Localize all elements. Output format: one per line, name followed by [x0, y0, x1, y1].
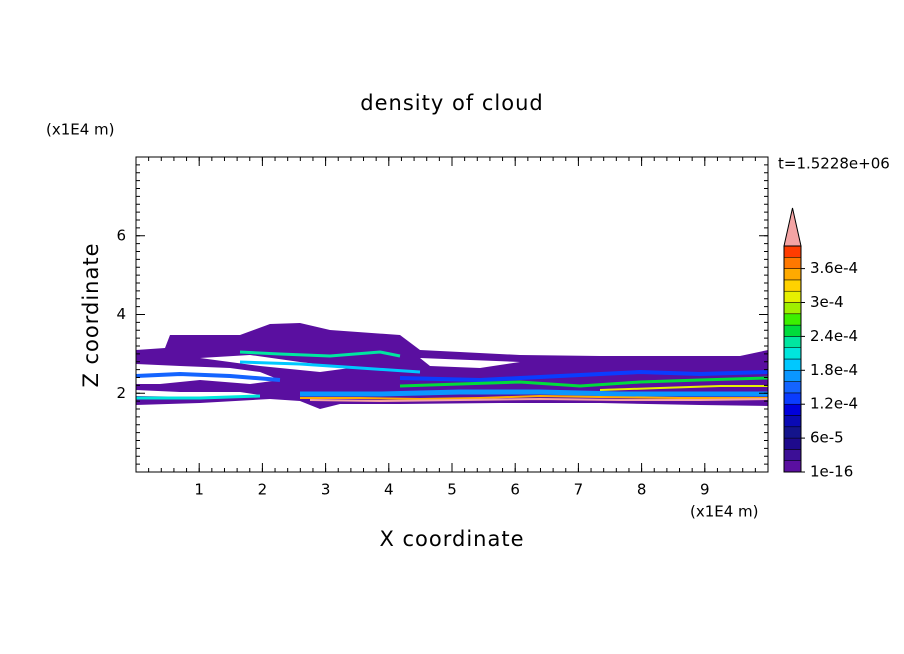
contour-hole — [136, 390, 260, 397]
colorbar-tick-label: 1.8e-4 — [810, 361, 858, 379]
chart-title: density of cloud — [360, 91, 543, 115]
contour-line — [599, 385, 768, 391]
y-axis-label: Z coordinate — [79, 242, 103, 387]
contour-line — [136, 394, 261, 400]
contour-line — [239, 350, 401, 358]
colorbar-tick-label: 2.4e-4 — [810, 327, 858, 345]
colorbar-band — [783, 460, 802, 473]
colorbar-band — [783, 257, 802, 269]
colorbar-band — [783, 426, 802, 439]
x-tick-label: 7 — [574, 481, 584, 499]
contour-line — [399, 369, 769, 383]
x-tick-label: 9 — [700, 481, 710, 499]
colorbar-band — [783, 370, 802, 382]
colorbar-tick-label: 1e-16 — [810, 463, 853, 481]
contour-line — [135, 371, 281, 382]
x-tick-label: 2 — [258, 481, 268, 499]
colorbar-band — [783, 279, 802, 292]
colorbar-band — [783, 245, 802, 258]
y-tick-label: 6 — [116, 226, 126, 244]
colorbar-band — [783, 313, 802, 326]
colorbar-band — [783, 449, 802, 461]
contour-line — [300, 394, 768, 401]
colorbar-band — [783, 347, 802, 360]
colorbar-band — [783, 403, 802, 416]
time-label: t=1.5228e+06 — [778, 155, 890, 173]
colorbar-band — [783, 381, 802, 394]
contour-line — [309, 397, 769, 403]
colorbar-frame — [783, 245, 802, 473]
y-tick-label: 2 — [116, 384, 126, 402]
x-tick-label: 1 — [194, 481, 204, 499]
colorbar-band — [783, 358, 802, 371]
contour-line — [239, 360, 421, 374]
contour-line — [399, 376, 769, 388]
contour-field — [135, 323, 769, 409]
colorbar-band — [783, 336, 802, 348]
x-tick-label: 5 — [447, 481, 457, 499]
contour-hole — [420, 358, 520, 368]
y-unit: (x1E4 m) — [46, 121, 115, 139]
y-tick-label: 4 — [116, 305, 126, 323]
contour-line — [300, 389, 768, 397]
colorbar-band — [783, 415, 802, 428]
colorbar-tick-label: 1.2e-4 — [810, 395, 858, 413]
colorbar-tick-label: 3e-4 — [810, 293, 844, 311]
x-axis-label: X coordinate — [379, 527, 524, 551]
colorbar-tick-label: 6e-5 — [810, 429, 844, 447]
colorbar-band — [783, 302, 802, 315]
colorbar-band — [783, 324, 802, 337]
x-tick-label: 4 — [384, 481, 394, 499]
x-tick-label: 6 — [510, 481, 520, 499]
x-unit: (x1E4 m) — [690, 503, 759, 521]
x-tick-label: 8 — [637, 481, 647, 499]
colorbar-band — [783, 268, 802, 281]
colorbar-tick-label: 3.6e-4 — [810, 259, 858, 277]
x-tick-label: 3 — [321, 481, 331, 499]
colorbar-band — [783, 437, 802, 450]
colorbar-band — [783, 290, 802, 303]
colorbar-band — [783, 392, 802, 405]
